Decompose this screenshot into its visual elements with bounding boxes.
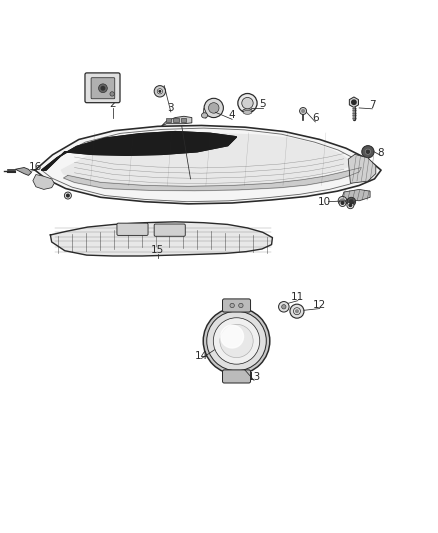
Circle shape (300, 108, 307, 115)
Circle shape (230, 303, 234, 308)
Circle shape (64, 192, 71, 199)
FancyBboxPatch shape (223, 370, 251, 383)
Circle shape (154, 86, 166, 97)
FancyBboxPatch shape (166, 118, 171, 122)
Circle shape (365, 149, 371, 155)
Circle shape (352, 100, 356, 104)
Polygon shape (42, 132, 237, 170)
FancyBboxPatch shape (91, 78, 115, 99)
FancyBboxPatch shape (173, 118, 179, 122)
FancyBboxPatch shape (154, 224, 185, 236)
Circle shape (349, 204, 352, 206)
Text: 8: 8 (378, 148, 385, 158)
Polygon shape (50, 222, 272, 256)
Circle shape (339, 199, 346, 206)
Circle shape (347, 201, 354, 209)
Circle shape (290, 304, 304, 318)
FancyBboxPatch shape (181, 118, 186, 122)
Polygon shape (15, 167, 32, 175)
Text: 3: 3 (167, 103, 174, 113)
Circle shape (110, 92, 114, 96)
Polygon shape (61, 134, 350, 187)
Circle shape (204, 98, 223, 118)
Text: 14: 14 (195, 351, 208, 361)
Circle shape (220, 324, 253, 358)
FancyBboxPatch shape (85, 73, 120, 103)
Text: 15: 15 (151, 245, 164, 255)
Circle shape (296, 310, 298, 312)
Circle shape (302, 110, 304, 112)
Circle shape (208, 103, 219, 113)
Ellipse shape (201, 113, 208, 118)
Text: 1: 1 (187, 176, 194, 186)
Circle shape (159, 91, 161, 92)
Text: 12: 12 (313, 300, 326, 310)
Circle shape (101, 86, 105, 90)
Circle shape (341, 199, 344, 203)
Text: 4: 4 (229, 110, 236, 120)
Circle shape (213, 318, 260, 364)
Circle shape (347, 197, 356, 206)
Text: 13: 13 (247, 372, 261, 382)
Text: 10: 10 (318, 197, 331, 207)
Circle shape (242, 98, 253, 109)
Polygon shape (42, 132, 237, 170)
Text: 5: 5 (259, 100, 266, 109)
Ellipse shape (243, 110, 252, 114)
Circle shape (238, 93, 257, 113)
Circle shape (341, 201, 344, 204)
FancyBboxPatch shape (223, 299, 251, 312)
Circle shape (67, 194, 69, 197)
Text: 11: 11 (291, 292, 304, 302)
Circle shape (338, 197, 347, 205)
Circle shape (157, 88, 162, 94)
Circle shape (99, 84, 107, 93)
Text: 7: 7 (369, 100, 376, 110)
Circle shape (203, 308, 270, 374)
Circle shape (279, 302, 289, 312)
Text: 9: 9 (343, 196, 350, 206)
Text: 6: 6 (312, 114, 319, 124)
Polygon shape (203, 108, 207, 118)
Polygon shape (64, 167, 361, 191)
Circle shape (221, 325, 244, 348)
Polygon shape (33, 174, 54, 189)
Circle shape (282, 304, 286, 309)
FancyBboxPatch shape (117, 223, 148, 236)
Polygon shape (35, 125, 381, 204)
Polygon shape (342, 189, 370, 201)
Circle shape (207, 311, 266, 371)
Text: 2: 2 (110, 100, 117, 109)
Circle shape (239, 303, 243, 308)
Text: 16: 16 (29, 161, 42, 172)
Circle shape (350, 200, 353, 204)
Polygon shape (348, 155, 376, 183)
Polygon shape (350, 97, 358, 108)
Circle shape (362, 146, 374, 158)
Polygon shape (161, 116, 192, 126)
